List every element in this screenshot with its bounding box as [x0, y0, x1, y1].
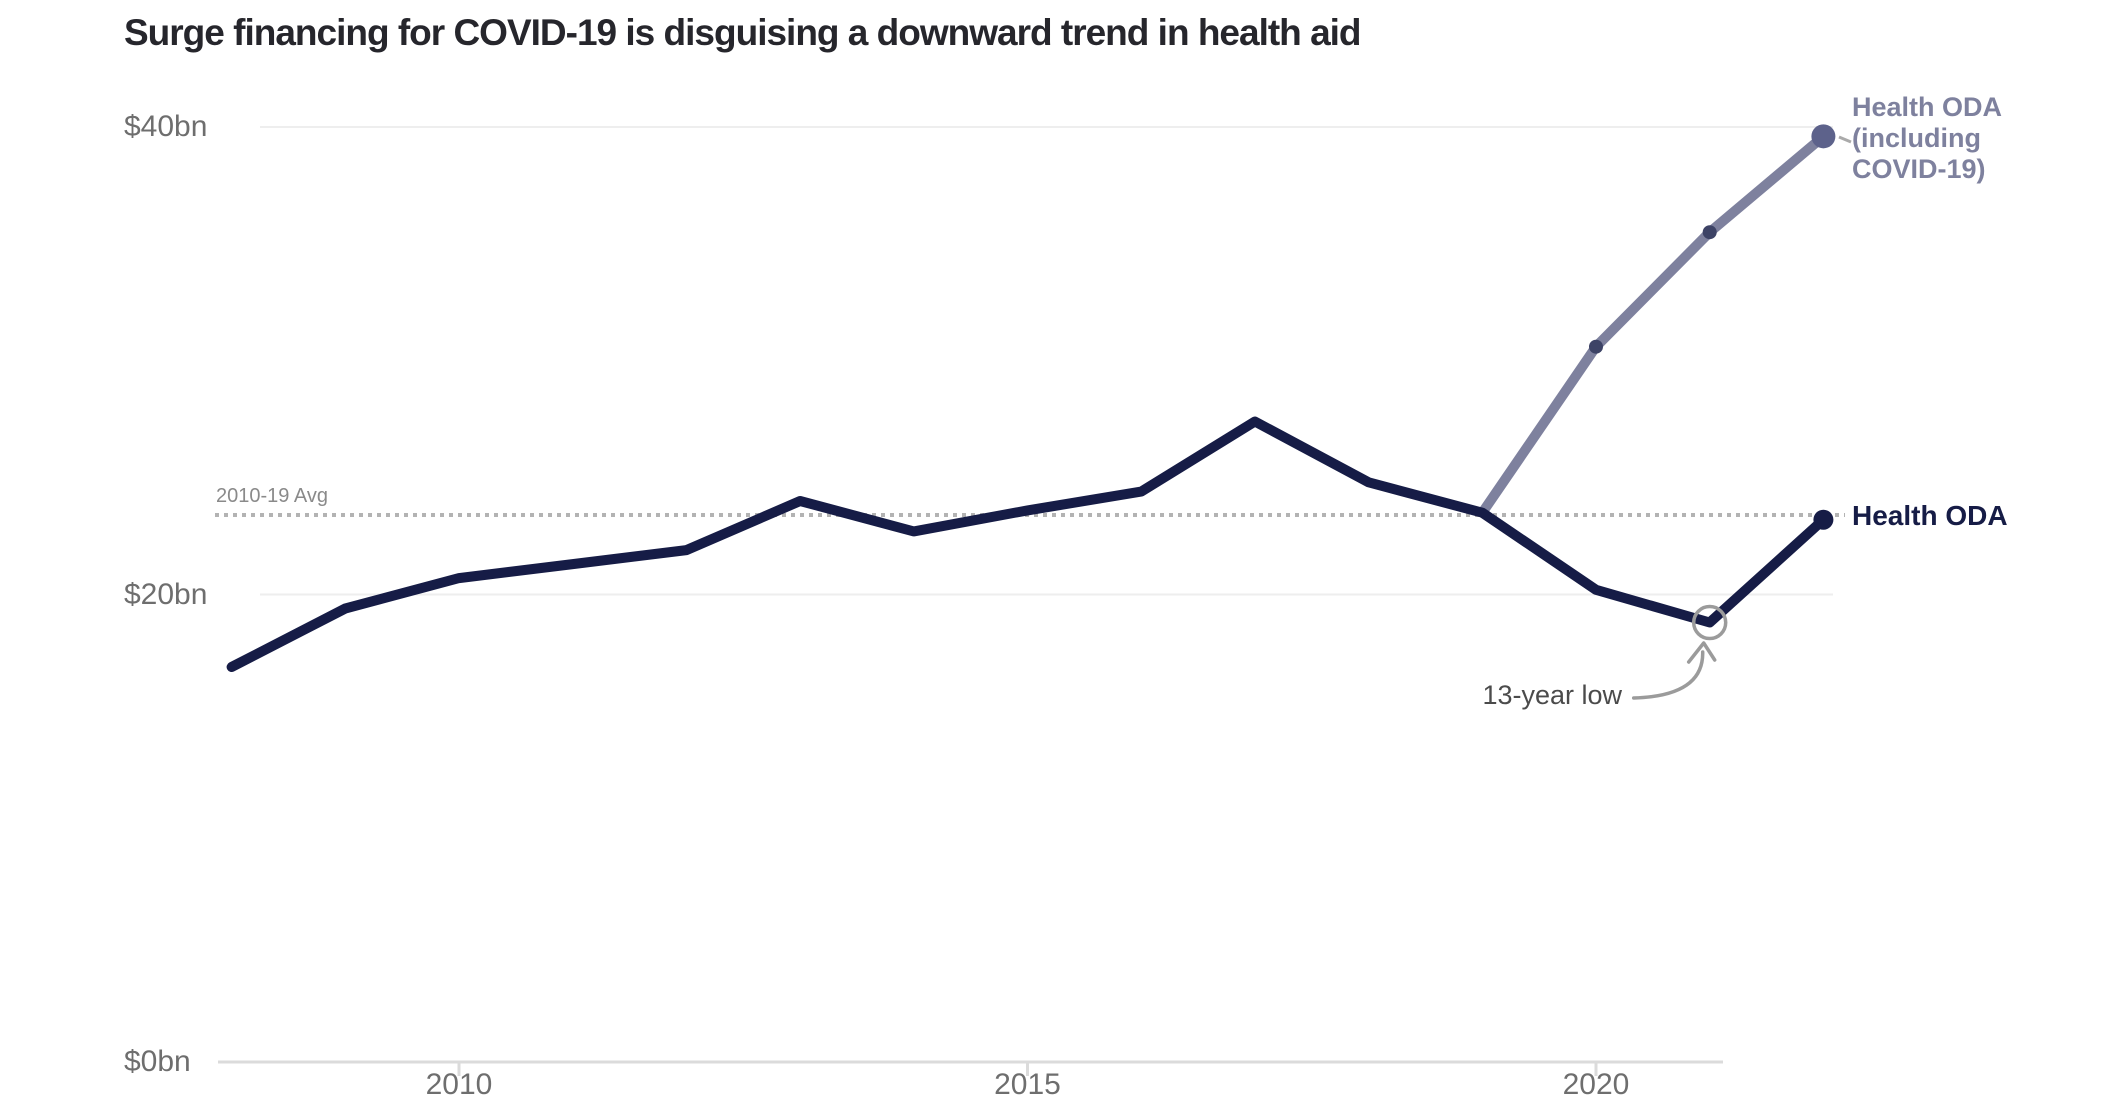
avg-line-label: 2010-19 Avg: [216, 485, 328, 507]
annotation-arrow: [1631, 650, 1705, 700]
y-axis-tick-label: $20bn: [124, 577, 208, 611]
health-oda-covid-line: [1477, 131, 1829, 518]
legend-connector-dash: [1838, 135, 1852, 144]
covid-data-dot: [1589, 339, 1603, 354]
health-oda-end-dot: [1813, 509, 1834, 530]
x-axis-tick-label: 2010: [425, 1068, 493, 1101]
covid-data-dot: [1702, 225, 1717, 240]
health-oda-line: [226, 416, 1829, 672]
y-axis-tick-label: $0bn: [124, 1045, 191, 1078]
legend-label-health-oda: Health ODA: [1852, 500, 2008, 531]
annotation-arrowhead: [1686, 641, 1717, 664]
x-axis-tick-label: 2020: [1562, 1068, 1630, 1101]
x-axis-tick-label: 2015: [994, 1068, 1061, 1101]
legend-label-health-oda-covid: Health ODA (including COVID-19): [1852, 92, 2002, 184]
low-annotation-label: 13-year low: [1482, 680, 1622, 710]
annotation-circle: [1691, 604, 1728, 641]
y-axis-tick-label: $40bn: [124, 110, 208, 143]
chart-title: Surge financing for COVID-19 is disguisi…: [124, 12, 1362, 53]
covid-end-dot: [1811, 124, 1836, 149]
